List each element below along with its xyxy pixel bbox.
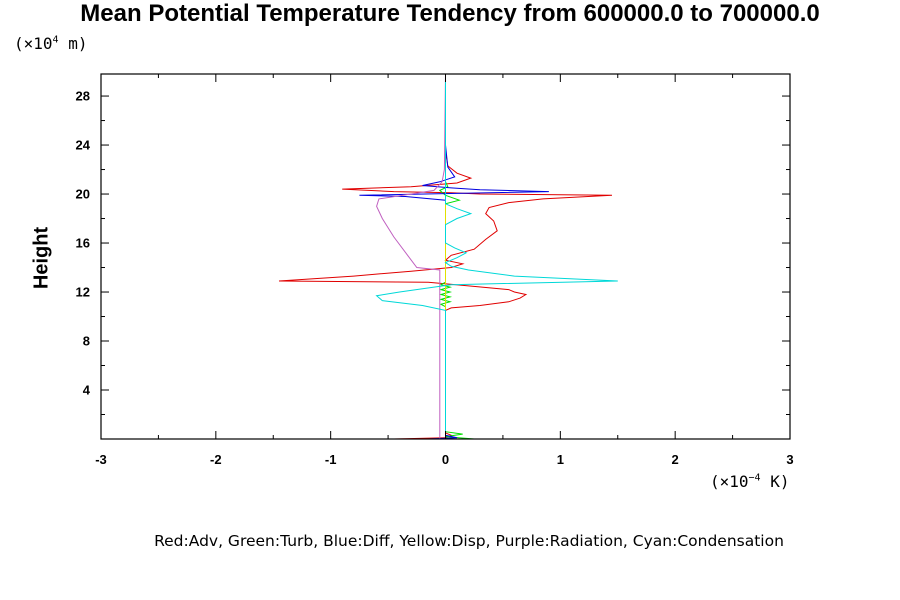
x-tick-label: -2 xyxy=(210,452,222,467)
y-tick-label: 8 xyxy=(83,334,90,349)
y-tick-label: 28 xyxy=(76,89,90,104)
series-radiation-line xyxy=(376,73,446,439)
x-tick-label: 0 xyxy=(442,452,449,467)
x-axis-unit: (×10−4 K) xyxy=(710,472,790,491)
y-tick-label: 12 xyxy=(76,285,90,300)
series-condensation-line xyxy=(375,74,618,439)
series-adv-line xyxy=(278,74,613,440)
x-tick-label: 2 xyxy=(672,452,679,467)
y-tick-label: 4 xyxy=(83,383,91,398)
y-tick-label: 24 xyxy=(76,138,91,153)
series-layer xyxy=(278,73,618,440)
x-tick-label: -1 xyxy=(325,452,337,467)
x-tick-label: -3 xyxy=(95,452,107,467)
y-axis-unit: (×104 m) xyxy=(14,34,88,53)
y-tick-label: 16 xyxy=(76,236,90,251)
series-diff-line xyxy=(359,74,549,440)
x-tick-label: 3 xyxy=(786,452,793,467)
x-tick-label: 1 xyxy=(557,452,564,467)
chart-title: Mean Potential Temperature Tendency from… xyxy=(80,0,820,27)
y-tick-label: 20 xyxy=(76,187,90,202)
legend: Red:Adv, Green:Turb, Blue:Diff, Yellow:D… xyxy=(154,532,784,550)
